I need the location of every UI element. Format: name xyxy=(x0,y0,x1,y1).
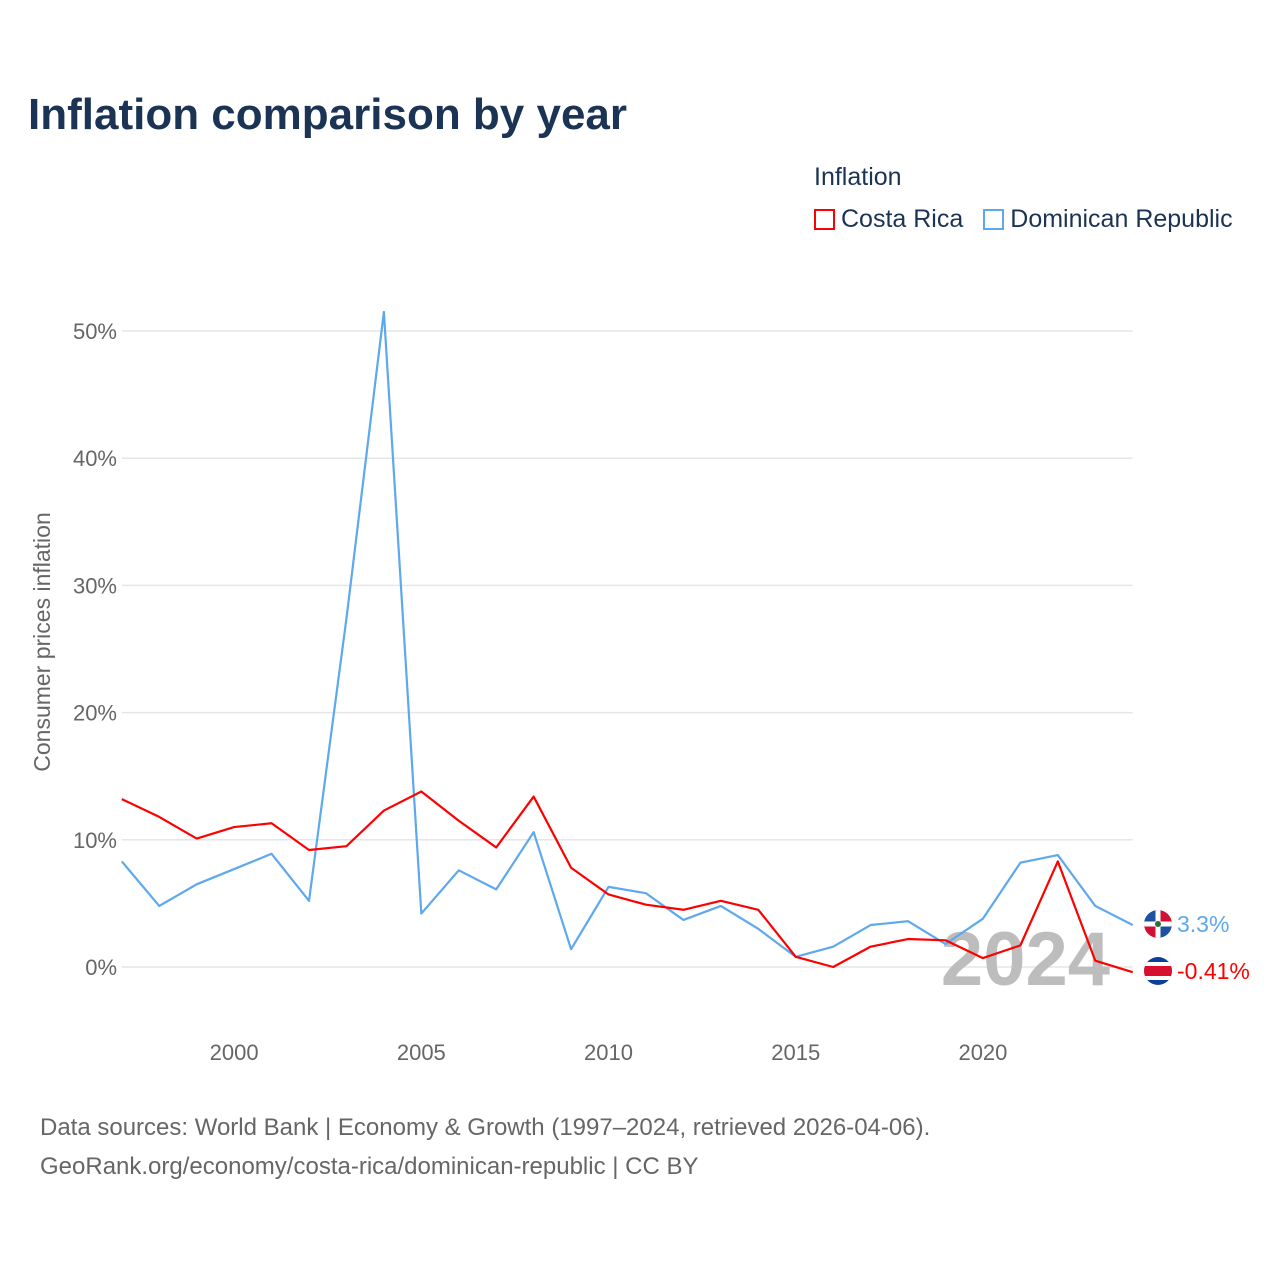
y-tick-label: 40% xyxy=(73,446,117,471)
costa-rica-flag-icon xyxy=(1144,957,1172,985)
source-note: Data sources: World Bank | Economy & Gro… xyxy=(40,1108,930,1186)
y-tick-label: 30% xyxy=(73,573,117,598)
legend-item-dominican-republic[interactable]: Dominican Republic xyxy=(983,205,1233,234)
y-tick-label: 0% xyxy=(85,955,117,980)
series-line-costa-rica xyxy=(121,790,1134,974)
y-axis-label: Consumer prices inflation xyxy=(29,512,55,772)
legend-label: Dominican Republic xyxy=(1010,205,1233,233)
legend: Costa Rica Dominican Republic xyxy=(814,205,1233,234)
source-line-1: Data sources: World Bank | Economy & Gro… xyxy=(40,1114,931,1141)
y-tick-label: 10% xyxy=(73,828,117,853)
legend-label: Costa Rica xyxy=(841,205,964,233)
end-label-costa-rica: -0.41% xyxy=(1177,958,1250,984)
x-tick-label: 2010 xyxy=(584,1040,633,1065)
dominican-republic-flag-icon xyxy=(1144,910,1172,938)
source-line-2[interactable]: GeoRank.org/economy/costa-rica/dominican… xyxy=(40,1153,699,1180)
legend-title: Inflation xyxy=(814,163,902,191)
legend-swatch xyxy=(814,209,835,230)
legend-item-costa-rica[interactable]: Costa Rica xyxy=(814,205,963,234)
x-tick-label: 2000 xyxy=(210,1040,259,1065)
chart-title: Inflation comparison by year xyxy=(28,90,628,139)
year-watermark: 2024 xyxy=(941,917,1110,1002)
x-tick-label: 2005 xyxy=(397,1040,446,1065)
end-label-dominican-republic: 3.3% xyxy=(1177,911,1229,937)
legend-swatch xyxy=(983,209,1005,230)
series-line-dominican-republic xyxy=(120,310,1134,958)
y-tick-label: 20% xyxy=(73,701,117,726)
y-tick-label: 50% xyxy=(73,319,117,344)
x-tick-label: 2015 xyxy=(771,1040,820,1065)
x-tick-label: 2020 xyxy=(958,1040,1007,1065)
